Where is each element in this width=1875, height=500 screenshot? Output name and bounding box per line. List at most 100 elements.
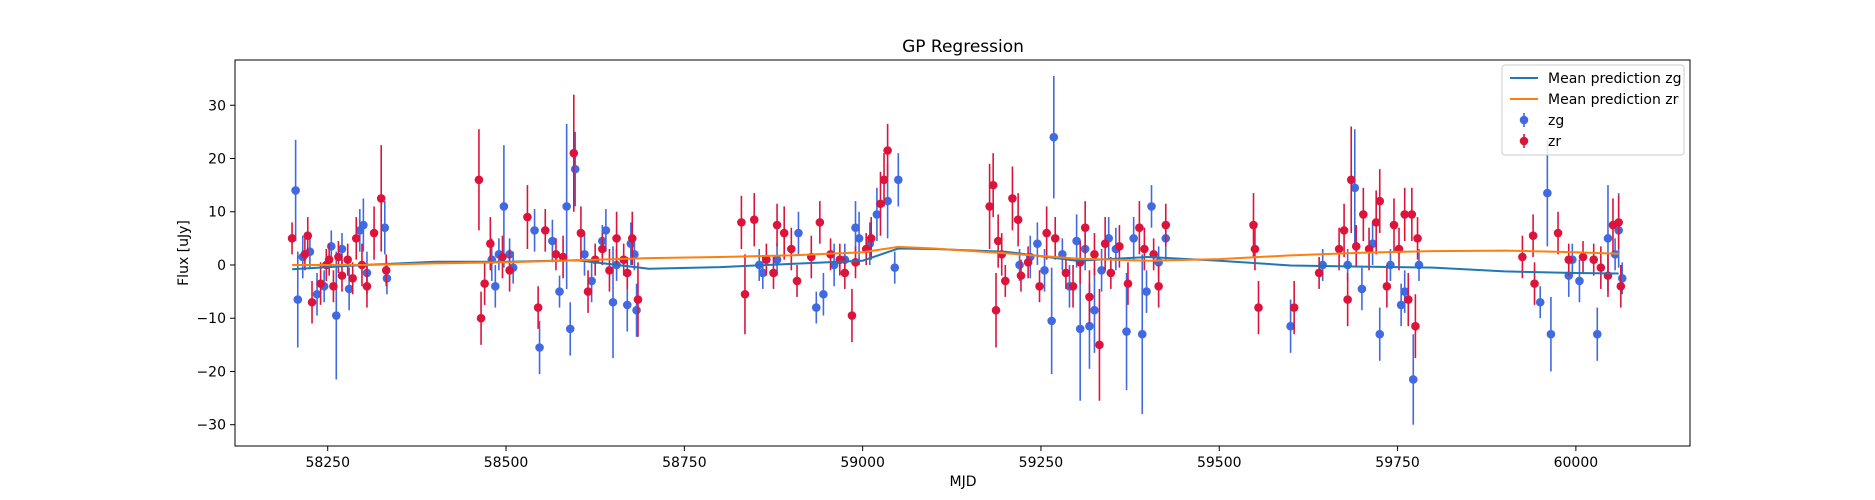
- zr-point: [1528, 231, 1538, 240]
- zg-point: [772, 255, 782, 264]
- x-tick-label: 58250: [305, 455, 350, 471]
- zr-point: [1589, 255, 1599, 264]
- zr-point: [1254, 303, 1263, 312]
- zr-point: [1035, 281, 1044, 291]
- zg-point: [570, 164, 580, 174]
- zr-point: [1375, 196, 1385, 206]
- zg-point: [1350, 183, 1360, 193]
- zr-point: [1334, 244, 1344, 254]
- zg-point: [587, 276, 596, 286]
- zr-point: [762, 255, 771, 264]
- legend-entry: zr: [1519, 134, 1561, 150]
- zr-point: [633, 295, 643, 304]
- zr-point: [505, 266, 514, 275]
- zg-point: [1396, 300, 1406, 310]
- zr-point: [486, 239, 495, 248]
- zg-point: [1603, 234, 1613, 243]
- zr-point: [1135, 223, 1144, 233]
- zg-point: [622, 300, 632, 310]
- zg-point: [1375, 329, 1385, 339]
- zr-point: [605, 266, 614, 275]
- zg-point: [293, 295, 303, 304]
- legend-entry: Mean prediction zr: [1510, 92, 1679, 108]
- zr-point: [1382, 281, 1392, 291]
- zr-point: [1351, 242, 1361, 251]
- zr-point: [1008, 194, 1017, 203]
- zg-point: [331, 311, 341, 320]
- y-axis: −30 −20 −10 0 10 20 30: [196, 98, 235, 434]
- zg-point: [535, 343, 544, 352]
- zg-point: [1090, 305, 1099, 315]
- zr-point: [287, 234, 297, 243]
- plot-frame: [234, 59, 1691, 447]
- zg-point: [894, 175, 903, 185]
- x-axis-label: MJD: [950, 474, 977, 490]
- legend: Mean prediction zg Mean prediction zr zg zr: [1501, 64, 1685, 156]
- zr-point: [1061, 268, 1071, 278]
- zg-point: [548, 236, 557, 246]
- zg-point: [580, 250, 589, 259]
- y-tick-label: −10: [196, 311, 226, 327]
- zg-point: [1357, 284, 1367, 294]
- zr-point: [1115, 242, 1124, 251]
- zr-point: [740, 289, 750, 299]
- zr-point: [876, 199, 885, 209]
- zr-point: [769, 268, 778, 278]
- zr-point: [316, 279, 325, 288]
- zr-point: [622, 268, 632, 278]
- zg-point: [562, 202, 571, 211]
- zr-point: [985, 202, 994, 211]
- zr-point: [533, 303, 543, 312]
- legend-entry: Mean prediction zg: [1510, 71, 1682, 87]
- zg-point: [819, 289, 828, 299]
- y-axis-label: Flux [uJy]: [176, 220, 192, 286]
- zr-point: [498, 252, 507, 262]
- zr-point: [523, 212, 532, 222]
- zg-point: [1400, 287, 1410, 296]
- x-tick-label: 59250: [1019, 455, 1064, 471]
- zg-point: [312, 289, 322, 299]
- zg-point: [872, 210, 882, 219]
- zr-point: [376, 194, 386, 203]
- y-tick-label: −30: [196, 418, 226, 434]
- zg-point: [1072, 236, 1081, 246]
- zg-point: [1049, 132, 1059, 142]
- zg-point: [1286, 321, 1295, 331]
- y-tick-label: 10: [208, 205, 226, 221]
- legend-label: Mean prediction zr: [1548, 92, 1679, 108]
- zr-point: [1100, 239, 1110, 248]
- x-axis: 58250 58500 58750 59000 59250 59500 59750 60000: [305, 446, 1598, 471]
- zg-point: [1318, 260, 1327, 270]
- zr-point: [1564, 255, 1574, 264]
- zr-point: [612, 234, 621, 243]
- zr-point: [1249, 220, 1258, 230]
- zr-point: [866, 234, 876, 243]
- zr-point: [551, 250, 561, 259]
- series-zr: [287, 94, 1626, 401]
- zr-point: [324, 255, 334, 264]
- zr-point: [540, 226, 550, 235]
- zg-point: [1085, 321, 1094, 331]
- zg-point: [1147, 202, 1156, 211]
- zr-point: [1123, 279, 1133, 288]
- zr-point: [1085, 292, 1094, 302]
- zr-point: [369, 228, 379, 238]
- zg-point: [1575, 276, 1584, 286]
- zg-point: [1617, 273, 1627, 283]
- zg-point: [1047, 316, 1056, 326]
- zr-point: [627, 234, 637, 243]
- zr-point: [1042, 228, 1051, 238]
- zr-point: [1411, 321, 1420, 331]
- zr-point: [1095, 340, 1104, 350]
- zg-point: [359, 220, 368, 230]
- zr-point: [993, 236, 1003, 246]
- legend-point-swatch: [1519, 136, 1529, 146]
- zr-point: [1400, 210, 1410, 219]
- zr-point: [1000, 276, 1010, 286]
- zr-point: [474, 175, 484, 185]
- zr-point: [598, 244, 607, 254]
- zr-point: [480, 279, 489, 288]
- zr-point: [1578, 252, 1588, 262]
- zg-point: [1408, 375, 1418, 384]
- zr-point: [1614, 218, 1623, 227]
